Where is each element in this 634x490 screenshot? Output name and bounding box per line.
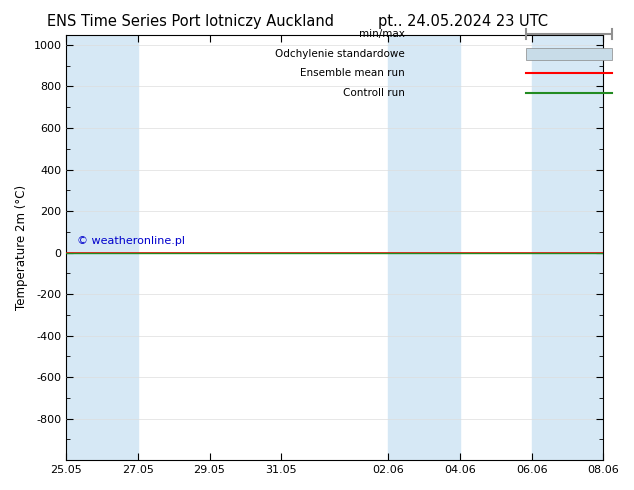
Text: Controll run: Controll run (342, 88, 404, 98)
Text: ENS Time Series Port lotniczy Auckland: ENS Time Series Port lotniczy Auckland (47, 14, 333, 29)
Text: Ensemble mean run: Ensemble mean run (300, 69, 404, 78)
Y-axis label: Temperature 2m (°C): Temperature 2m (°C) (15, 185, 28, 310)
Bar (531, 35, 603, 460)
Text: Odchylenie standardowe: Odchylenie standardowe (275, 49, 404, 59)
Bar (67, 35, 138, 460)
Bar (389, 35, 460, 460)
Text: pt.. 24.05.2024 23 UTC: pt.. 24.05.2024 23 UTC (378, 14, 548, 29)
Text: min/max: min/max (359, 29, 404, 39)
Text: © weatheronline.pl: © weatheronline.pl (77, 236, 185, 246)
